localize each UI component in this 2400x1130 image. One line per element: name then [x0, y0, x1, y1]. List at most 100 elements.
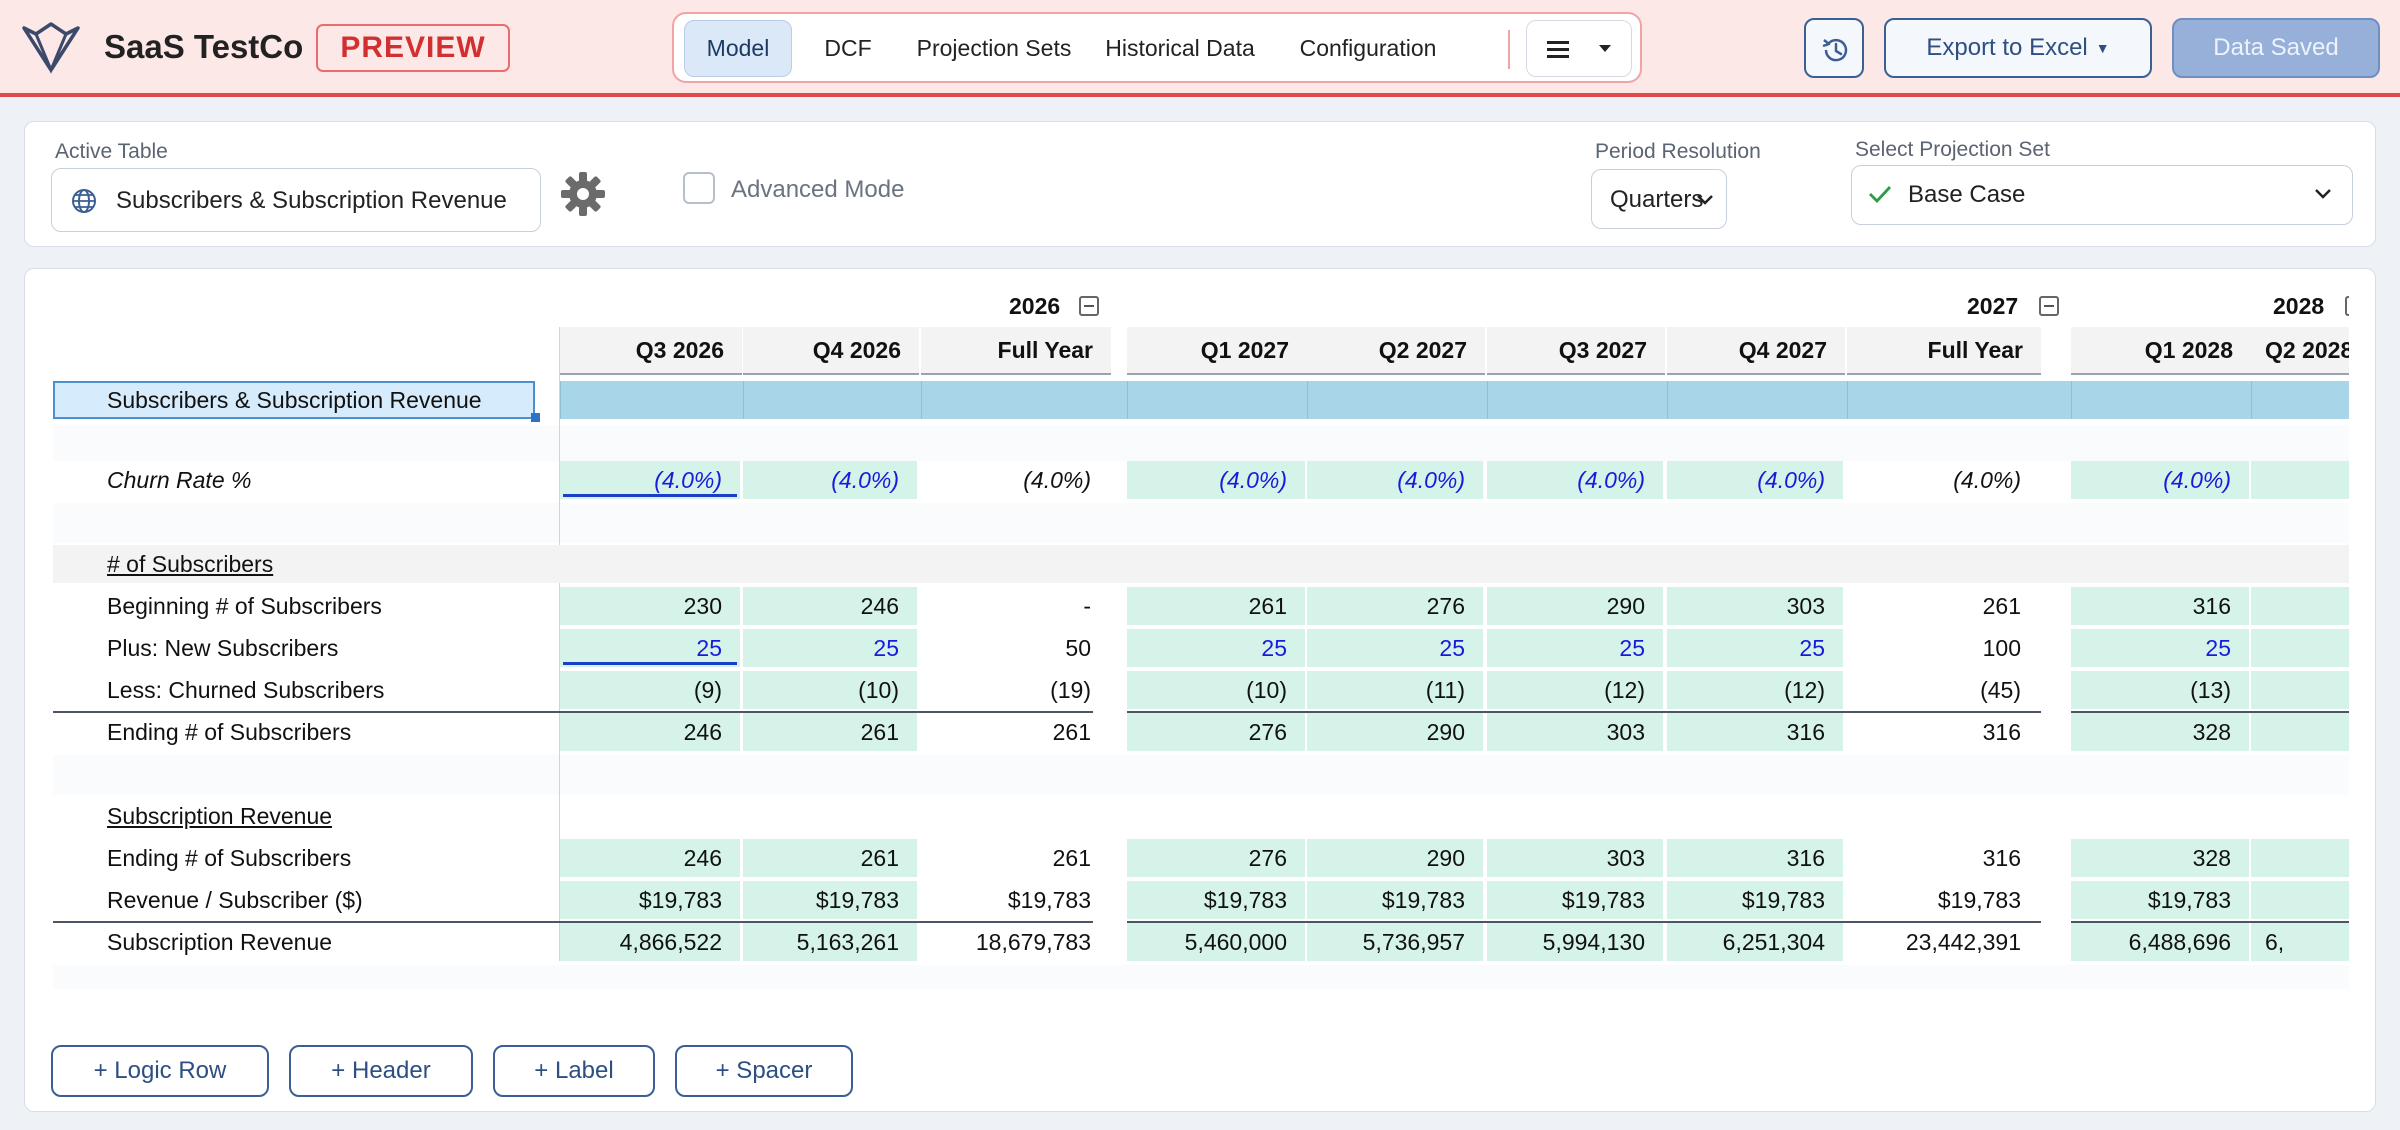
grid-cell[interactable]: (45) — [1980, 676, 2021, 703]
period-resolution-select[interactable]: Quarters — [1591, 169, 1727, 229]
tab-configuration[interactable]: Configuration — [1299, 35, 1437, 61]
grid-cell[interactable]: 246 — [560, 713, 740, 751]
active-table-title-cell[interactable]: Subscribers & Subscription Revenue — [53, 381, 535, 419]
grid-cell[interactable]: 25 — [1487, 629, 1663, 667]
grid-cell[interactable]: 5,163,261 — [743, 923, 917, 961]
collapse-year-icon[interactable] — [2345, 296, 2349, 316]
grid-cell[interactable]: 23,442,391 — [1905, 928, 2021, 955]
grid-cell[interactable]: 230 — [560, 587, 740, 625]
grid-cell[interactable]: 261 — [743, 839, 917, 877]
add-label-button[interactable]: + Label — [493, 1045, 655, 1097]
grid-cell[interactable]: 290 — [1307, 713, 1483, 751]
grid-cell[interactable]: 290 — [1487, 587, 1663, 625]
grid-cell[interactable]: (4.0%) — [1023, 466, 1091, 493]
grid-cell[interactable]: 303 — [1487, 713, 1663, 751]
grid-cell[interactable]: 246 — [560, 839, 740, 877]
grid-cell[interactable]: $19,783 — [1007, 886, 1091, 913]
grid-cell[interactable]: $19,783 — [1487, 881, 1663, 919]
grid-cell[interactable]: (9) — [560, 671, 740, 709]
grid-cell[interactable] — [2251, 713, 2349, 751]
grid-cell[interactable]: 246 — [743, 587, 917, 625]
grid-cell[interactable]: (12) — [1487, 671, 1663, 709]
grid-cell[interactable]: 6, — [2251, 923, 2349, 961]
add-header-button[interactable]: + Header — [289, 1045, 473, 1097]
grid-cell[interactable]: 25 — [743, 629, 917, 667]
grid-cell[interactable]: 25 — [1127, 629, 1305, 667]
grid-cell[interactable]: $19,783 — [2071, 881, 2249, 919]
grid-cell[interactable]: 25 — [2071, 629, 2249, 667]
grid-cell[interactable]: 328 — [2071, 713, 2249, 751]
grid-cell[interactable]: (4.0%) — [1667, 461, 1843, 499]
grid-cell[interactable]: (10) — [743, 671, 917, 709]
grid-cell[interactable]: 261 — [1982, 592, 2021, 619]
grid-cell[interactable]: $19,783 — [1127, 881, 1305, 919]
grid-cell[interactable]: - — [1083, 592, 1091, 619]
grid-cell[interactable]: 316 — [1667, 713, 1843, 751]
grid-cell[interactable]: (4.0%) — [743, 461, 917, 499]
grid-cell[interactable]: 6,251,304 — [1667, 923, 1843, 961]
grid-cell[interactable] — [2251, 671, 2349, 709]
grid-cell[interactable]: 261 — [743, 713, 917, 751]
grid-cell[interactable]: 5,460,000 — [1127, 923, 1305, 961]
collapse-year-icon[interactable] — [1079, 296, 1099, 316]
grid-cell[interactable] — [2251, 839, 2349, 877]
data-saved-button[interactable]: Data Saved — [2172, 18, 2380, 78]
grid-cell[interactable]: (11) — [1307, 671, 1483, 709]
grid-cell[interactable]: (4.0%) — [1127, 461, 1305, 499]
grid-cell[interactable]: 25 — [1667, 629, 1843, 667]
tab-historical-data[interactable]: Historical Data — [1105, 35, 1255, 61]
export-excel-button[interactable]: Export to Excel ▼ — [1884, 18, 2152, 78]
grid-cell[interactable]: (12) — [1667, 671, 1843, 709]
grid-cell[interactable]: 18,679,783 — [975, 928, 1091, 955]
grid-cell[interactable]: (4.0%) — [1953, 466, 2021, 493]
grid-cell[interactable]: 316 — [1982, 718, 2021, 745]
grid-cell[interactable]: 25 — [560, 629, 740, 667]
grid-cell[interactable]: (4.0%) — [2071, 461, 2249, 499]
grid-cell[interactable]: 6,488,696 — [2071, 923, 2249, 961]
collapse-year-icon[interactable] — [2039, 296, 2059, 316]
grid-cell[interactable]: 276 — [1307, 587, 1483, 625]
grid-cell[interactable]: (10) — [1127, 671, 1305, 709]
grid-cell[interactable]: 316 — [2071, 587, 2249, 625]
grid-cell[interactable]: $19,783 — [743, 881, 917, 919]
tab-projection-sets[interactable]: Projection Sets — [916, 35, 1072, 61]
nav-menu-button[interactable] — [1526, 20, 1632, 77]
tab-dcf[interactable]: DCF — [824, 35, 872, 61]
grid-cell[interactable]: 5,736,957 — [1307, 923, 1483, 961]
grid-cell[interactable]: (4.0%) — [560, 461, 740, 499]
grid-cell[interactable]: (4.0%) — [1307, 461, 1483, 499]
grid-cell[interactable]: 4,866,522 — [560, 923, 740, 961]
grid-cell[interactable] — [2251, 881, 2349, 919]
grid-cell[interactable]: $19,783 — [1307, 881, 1483, 919]
grid-cell[interactable]: 50 — [1065, 634, 1091, 661]
grid-cell[interactable]: 100 — [1982, 634, 2021, 661]
add-logic-row-button[interactable]: + Logic Row — [51, 1045, 269, 1097]
grid-cell[interactable]: 290 — [1307, 839, 1483, 877]
active-table-select[interactable]: Subscribers & Subscription Revenue — [51, 168, 541, 232]
grid-cell[interactable]: 25 — [1307, 629, 1483, 667]
grid-cell[interactable]: 276 — [1127, 839, 1305, 877]
projection-set-select[interactable]: Base Case — [1851, 165, 2353, 225]
grid-cell[interactable] — [2251, 461, 2349, 499]
grid-cell[interactable]: 261 — [1052, 718, 1091, 745]
grid-cell[interactable] — [2251, 629, 2349, 667]
history-button[interactable] — [1804, 18, 1864, 78]
grid-cell[interactable]: $19,783 — [1937, 886, 2021, 913]
grid-cell[interactable]: 276 — [1127, 713, 1305, 751]
grid-cell[interactable] — [2251, 587, 2349, 625]
advanced-mode-checkbox[interactable] — [683, 172, 715, 204]
grid-cell[interactable]: (19) — [1050, 676, 1091, 703]
grid-cell[interactable]: 261 — [1127, 587, 1305, 625]
grid-cell[interactable]: 5,994,130 — [1487, 923, 1663, 961]
grid-cell[interactable]: $19,783 — [1667, 881, 1843, 919]
grid-cell[interactable]: (4.0%) — [1487, 461, 1663, 499]
grid-cell[interactable]: 328 — [2071, 839, 2249, 877]
fill-handle[interactable] — [531, 413, 540, 422]
add-spacer-button[interactable]: + Spacer — [675, 1045, 853, 1097]
grid-cell[interactable]: $19,783 — [560, 881, 740, 919]
grid-cell[interactable]: (13) — [2071, 671, 2249, 709]
grid-cell[interactable]: 316 — [1982, 844, 2021, 871]
grid-cell[interactable]: 316 — [1667, 839, 1843, 877]
grid-cell[interactable]: 303 — [1667, 587, 1843, 625]
gear-icon[interactable] — [559, 170, 607, 218]
